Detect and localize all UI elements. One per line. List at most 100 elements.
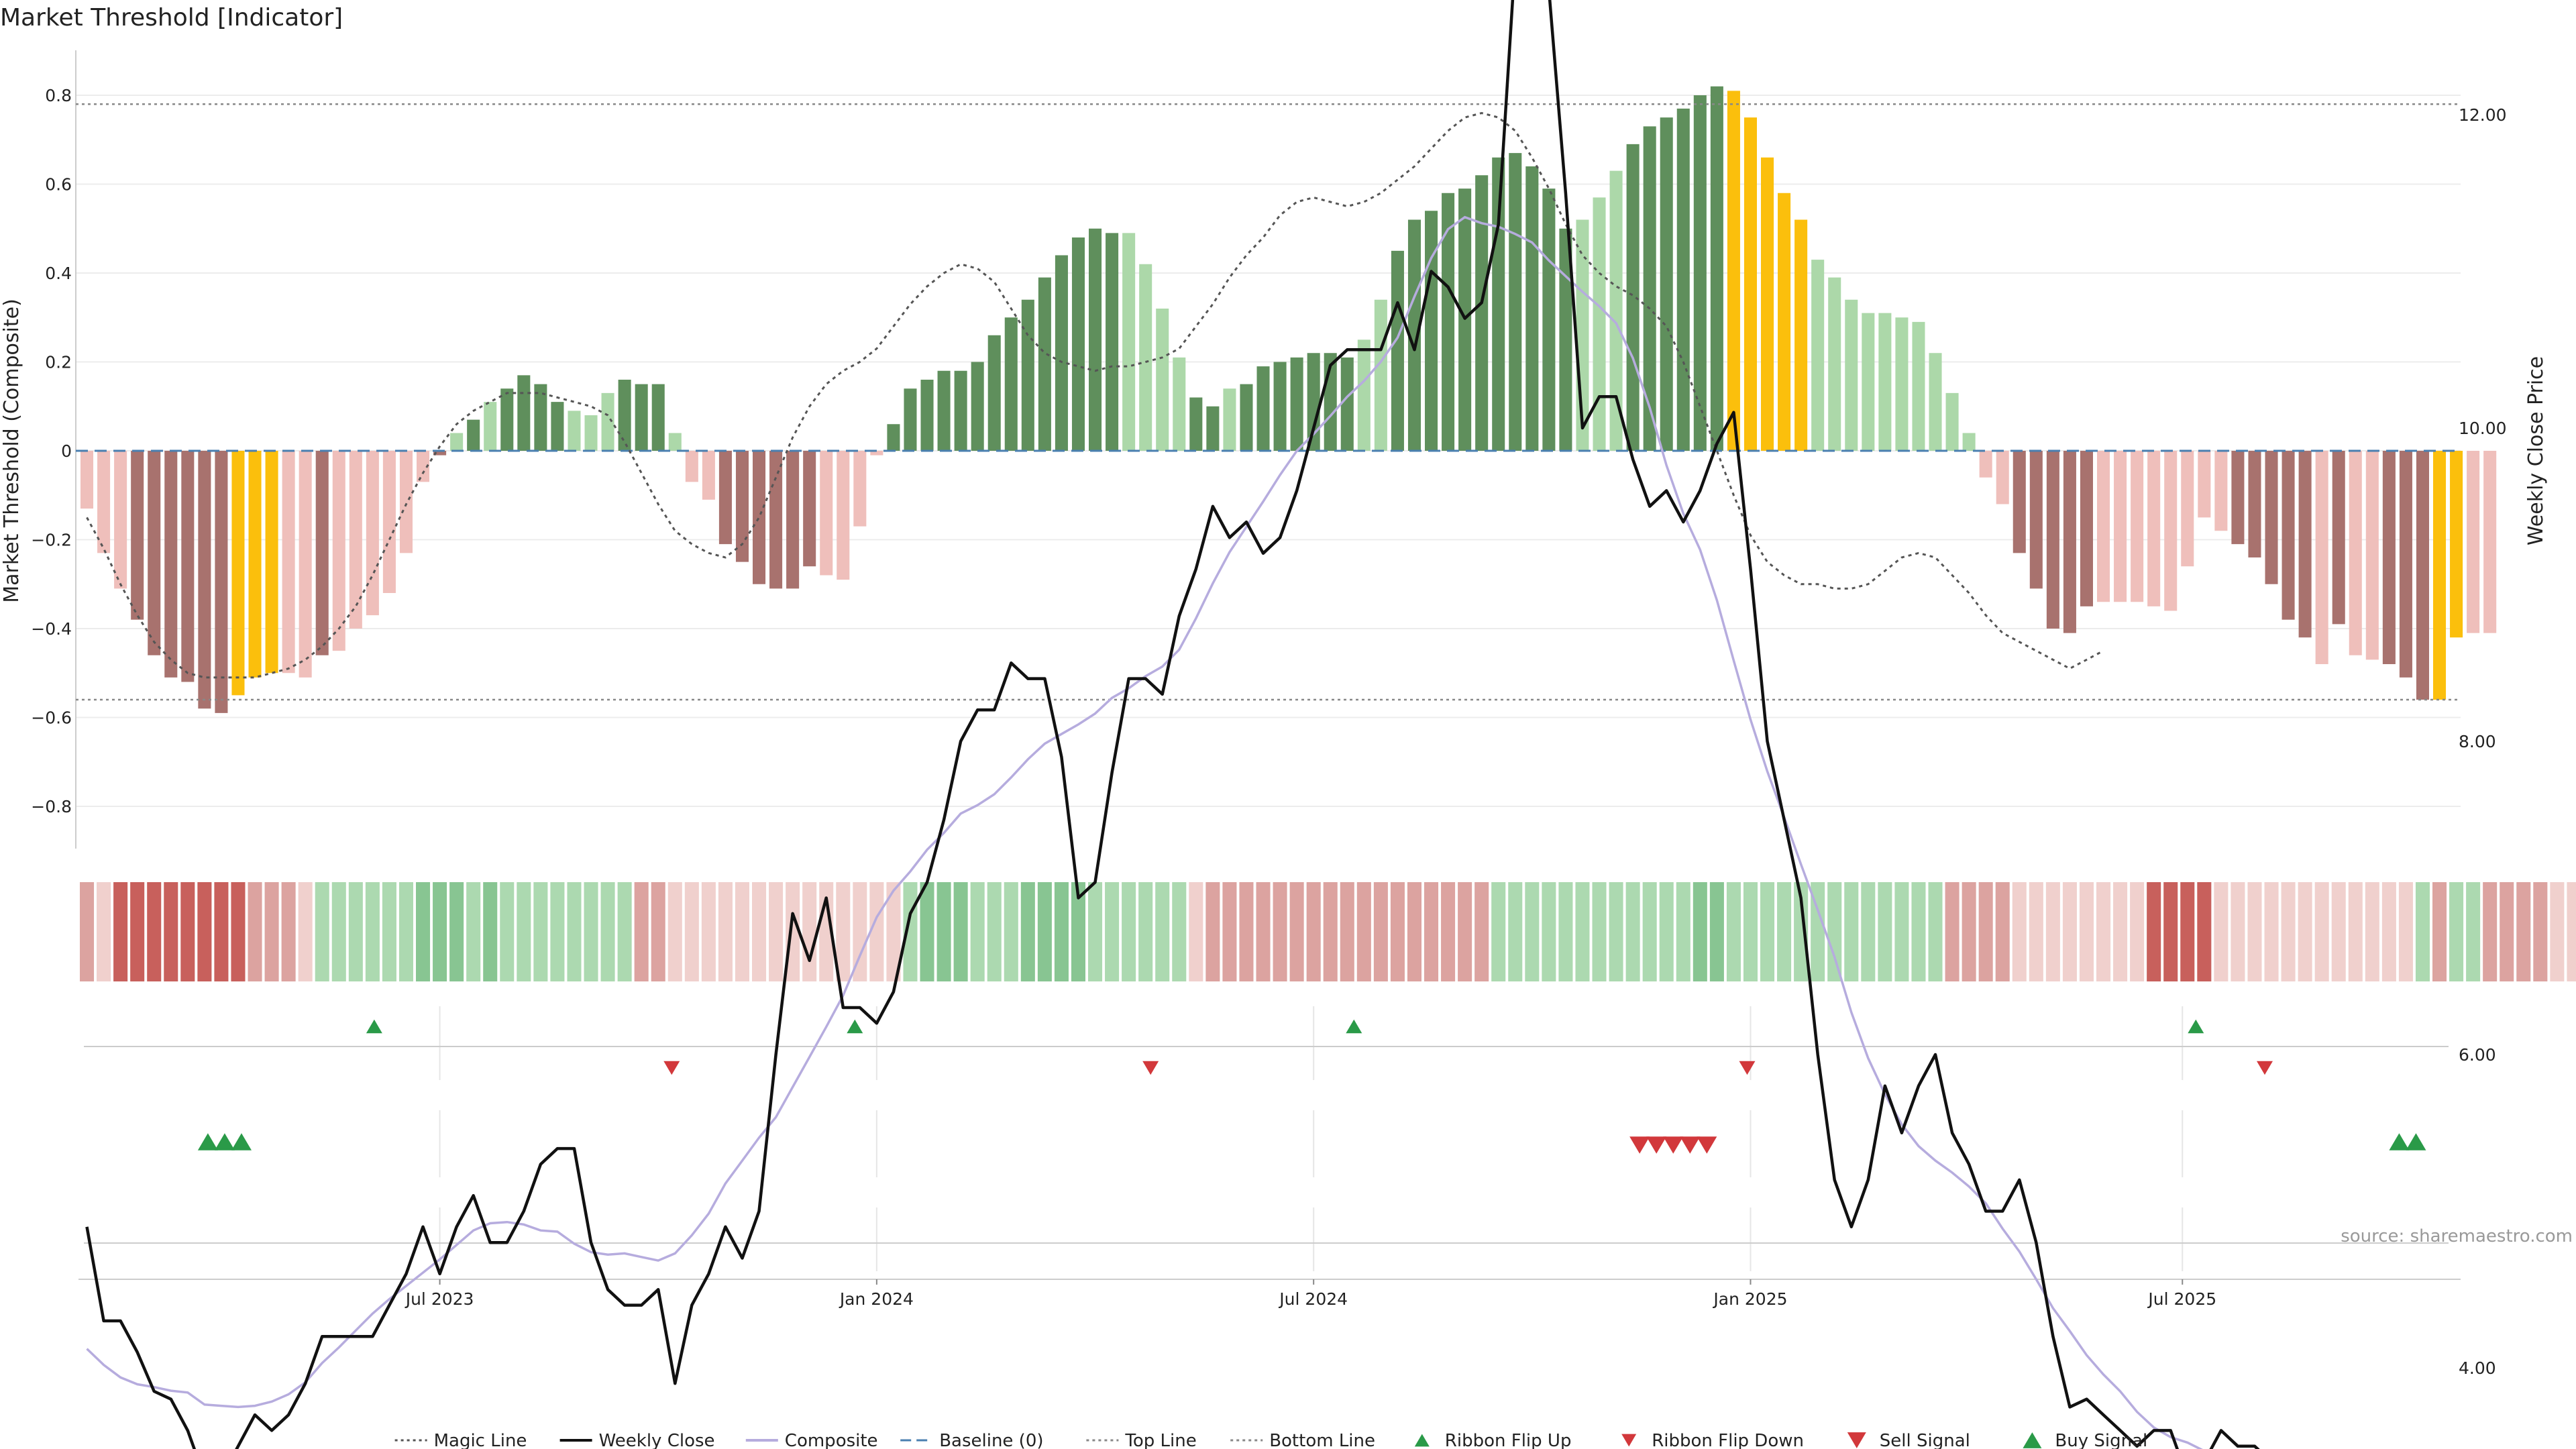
ribbon-cell (2398, 882, 2413, 981)
legend-label: Magic Line (434, 1431, 527, 1449)
y2-tick-label: 10.00 (2459, 419, 2507, 438)
ribbon-cell (550, 882, 565, 981)
composite-bar (1004, 317, 1018, 451)
composite-bar (181, 451, 195, 682)
ribbon-cell (1995, 882, 2010, 981)
composite-bar (2382, 451, 2396, 664)
ribbon-cell (718, 882, 733, 981)
composite-bar (971, 362, 984, 451)
ribbon-cell (214, 882, 229, 981)
legend-label: Bottom Line (1269, 1431, 1375, 1449)
composite-bar (837, 451, 850, 580)
ribbon-cell (1289, 882, 1304, 981)
composite-bar (1525, 166, 1539, 451)
composite-bar (668, 433, 682, 451)
buy-signal-marker (214, 1133, 235, 1150)
ribbon-cell (1424, 882, 1439, 981)
ribbon-cell (684, 882, 699, 981)
composite-bar (2315, 451, 2328, 664)
ribbon-cell (1659, 882, 1674, 981)
composite-bar (786, 451, 800, 589)
composite-bar (1475, 175, 1489, 451)
ribbon-cell (1508, 882, 1523, 981)
legend-item: Weekly Close (559, 1431, 715, 1449)
composite-bar (2282, 451, 2295, 620)
composite-bar (685, 451, 698, 482)
ribbon-cell (1609, 882, 1623, 981)
ribbon-cell (1911, 882, 1926, 981)
ribbon-cell (1189, 882, 1203, 981)
ribbon-cell (2147, 882, 2161, 981)
ribbon-cell (936, 882, 951, 981)
ribbon-cell (1558, 882, 1573, 981)
composite-bar (164, 451, 178, 678)
ribbon-cell (315, 882, 329, 981)
ribbon-cell (1928, 882, 1943, 981)
composite-bar (803, 451, 816, 567)
ribbon-cell (1373, 882, 1388, 981)
ribbon-cell (2516, 882, 2531, 981)
composite-bar (2332, 451, 2345, 625)
ribbon-cell (1020, 882, 1035, 981)
composite-bar (1407, 219, 1421, 451)
composite-bar (248, 451, 262, 678)
legend-swatch (1414, 1434, 1430, 1447)
ribbon-cell (1743, 882, 1758, 981)
chart-title: Market Threshold [Indicator] (0, 4, 343, 32)
composite-bar (584, 415, 598, 451)
composite-bar (1273, 362, 1287, 451)
ribbon-cell (853, 882, 867, 981)
ribbon-cell (886, 882, 901, 981)
legend-item: Magic Line (394, 1431, 527, 1449)
ribbon-strip (80, 882, 2576, 981)
x-tick-label: Jul 2024 (1278, 1289, 1348, 1309)
composite-bar (1743, 117, 1757, 451)
legend: Magic Line Weekly Close Composite Baseline … (394, 1431, 2147, 1449)
composite-bar (1442, 193, 1455, 451)
ribbon-cell (2314, 882, 2329, 981)
composite-bar (231, 451, 245, 696)
ribbon-cell (331, 882, 346, 981)
composite-bar (887, 424, 900, 451)
composite-bar (2198, 451, 2211, 518)
ribbon-cell (2180, 882, 2195, 981)
composite-bar (1290, 357, 1303, 451)
ribbon-cell (1172, 882, 1187, 981)
composite-bar (904, 388, 917, 451)
composite-bar (1962, 433, 1976, 451)
composite-bar (1038, 277, 1051, 451)
ribbon-cell (2550, 882, 2565, 981)
ribbon-cell (2113, 882, 2128, 981)
ribbon-cell (80, 882, 95, 981)
ribbon-cell (1222, 882, 1237, 981)
x-tick-label: Jul 2025 (2147, 1289, 2216, 1309)
ribbon-cell (1894, 882, 1909, 981)
ribbon-cell (735, 882, 749, 981)
ribbon-cell (2449, 882, 2464, 981)
composite-bar (702, 451, 715, 500)
composite-bar (1643, 126, 1656, 451)
legend-item: Buy Signal (2023, 1431, 2147, 1449)
legend-item: Top Line (1086, 1431, 1197, 1449)
ribbon-cell (1273, 882, 1287, 981)
legend-swatch (1847, 1432, 1866, 1448)
ribbon-cell (130, 882, 145, 981)
ribbon-cell (1777, 882, 1792, 981)
ribbon-cell (651, 882, 665, 981)
composite-bar (1055, 255, 1068, 451)
ribbon-flip-down-marker (2257, 1061, 2273, 1075)
legend-label: Weekly Close (599, 1431, 715, 1449)
composite-bar (2181, 451, 2194, 567)
ribbon-cell (1088, 882, 1103, 981)
composite-bar (1794, 219, 1808, 451)
composite-bar (399, 451, 413, 553)
ribbon-cell (634, 882, 649, 981)
composite-bar (1357, 339, 1371, 451)
composite-bar (937, 370, 951, 451)
composite-bar (735, 451, 749, 562)
ribbon-cell (1138, 882, 1153, 981)
composite-bar (1223, 388, 1236, 451)
overlay-lines (76, 0, 2461, 1449)
composite-bar (1089, 228, 1102, 451)
composite-bar (315, 451, 329, 655)
